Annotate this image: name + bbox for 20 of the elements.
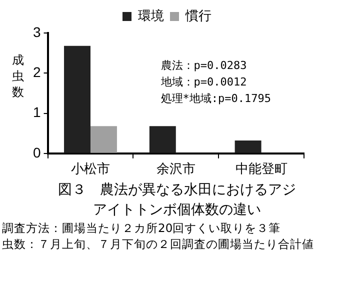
bar <box>149 126 176 153</box>
x-tick-label: 小松市 <box>70 160 110 176</box>
y-axis-title: 成虫数 <box>12 52 25 100</box>
legend-label: 環境 <box>138 8 164 24</box>
bar <box>234 140 262 153</box>
x-tick-label: 中能登町 <box>235 160 288 176</box>
y-tick-label: 2 <box>32 64 41 80</box>
text: 虫数：７月上旬、７月下旬の２回調査の圃場当たり合計値 <box>1 236 315 252</box>
text: 調査方法：圃場当たり２カ所20回すくい取りを３筆 <box>1 220 282 236</box>
annotation: 処理*地域:p=0.1795 <box>160 92 272 105</box>
bar <box>64 46 90 153</box>
bar <box>90 126 117 153</box>
y-tick-label: 0 <box>32 144 41 160</box>
x-tick-label: 余沢市 <box>156 160 196 176</box>
y-tick-label: 1 <box>32 104 41 120</box>
annotation: 地域：p=0.0012 <box>160 75 247 88</box>
text: 図３ 農法が異なる水田におけるアジアイトトンボ個体数の違い <box>57 181 297 220</box>
annotation: 農法：p=0.0283 <box>160 58 247 72</box>
y-tick-label: 3 <box>32 24 41 40</box>
legend-label: 慣行 <box>184 8 212 24</box>
